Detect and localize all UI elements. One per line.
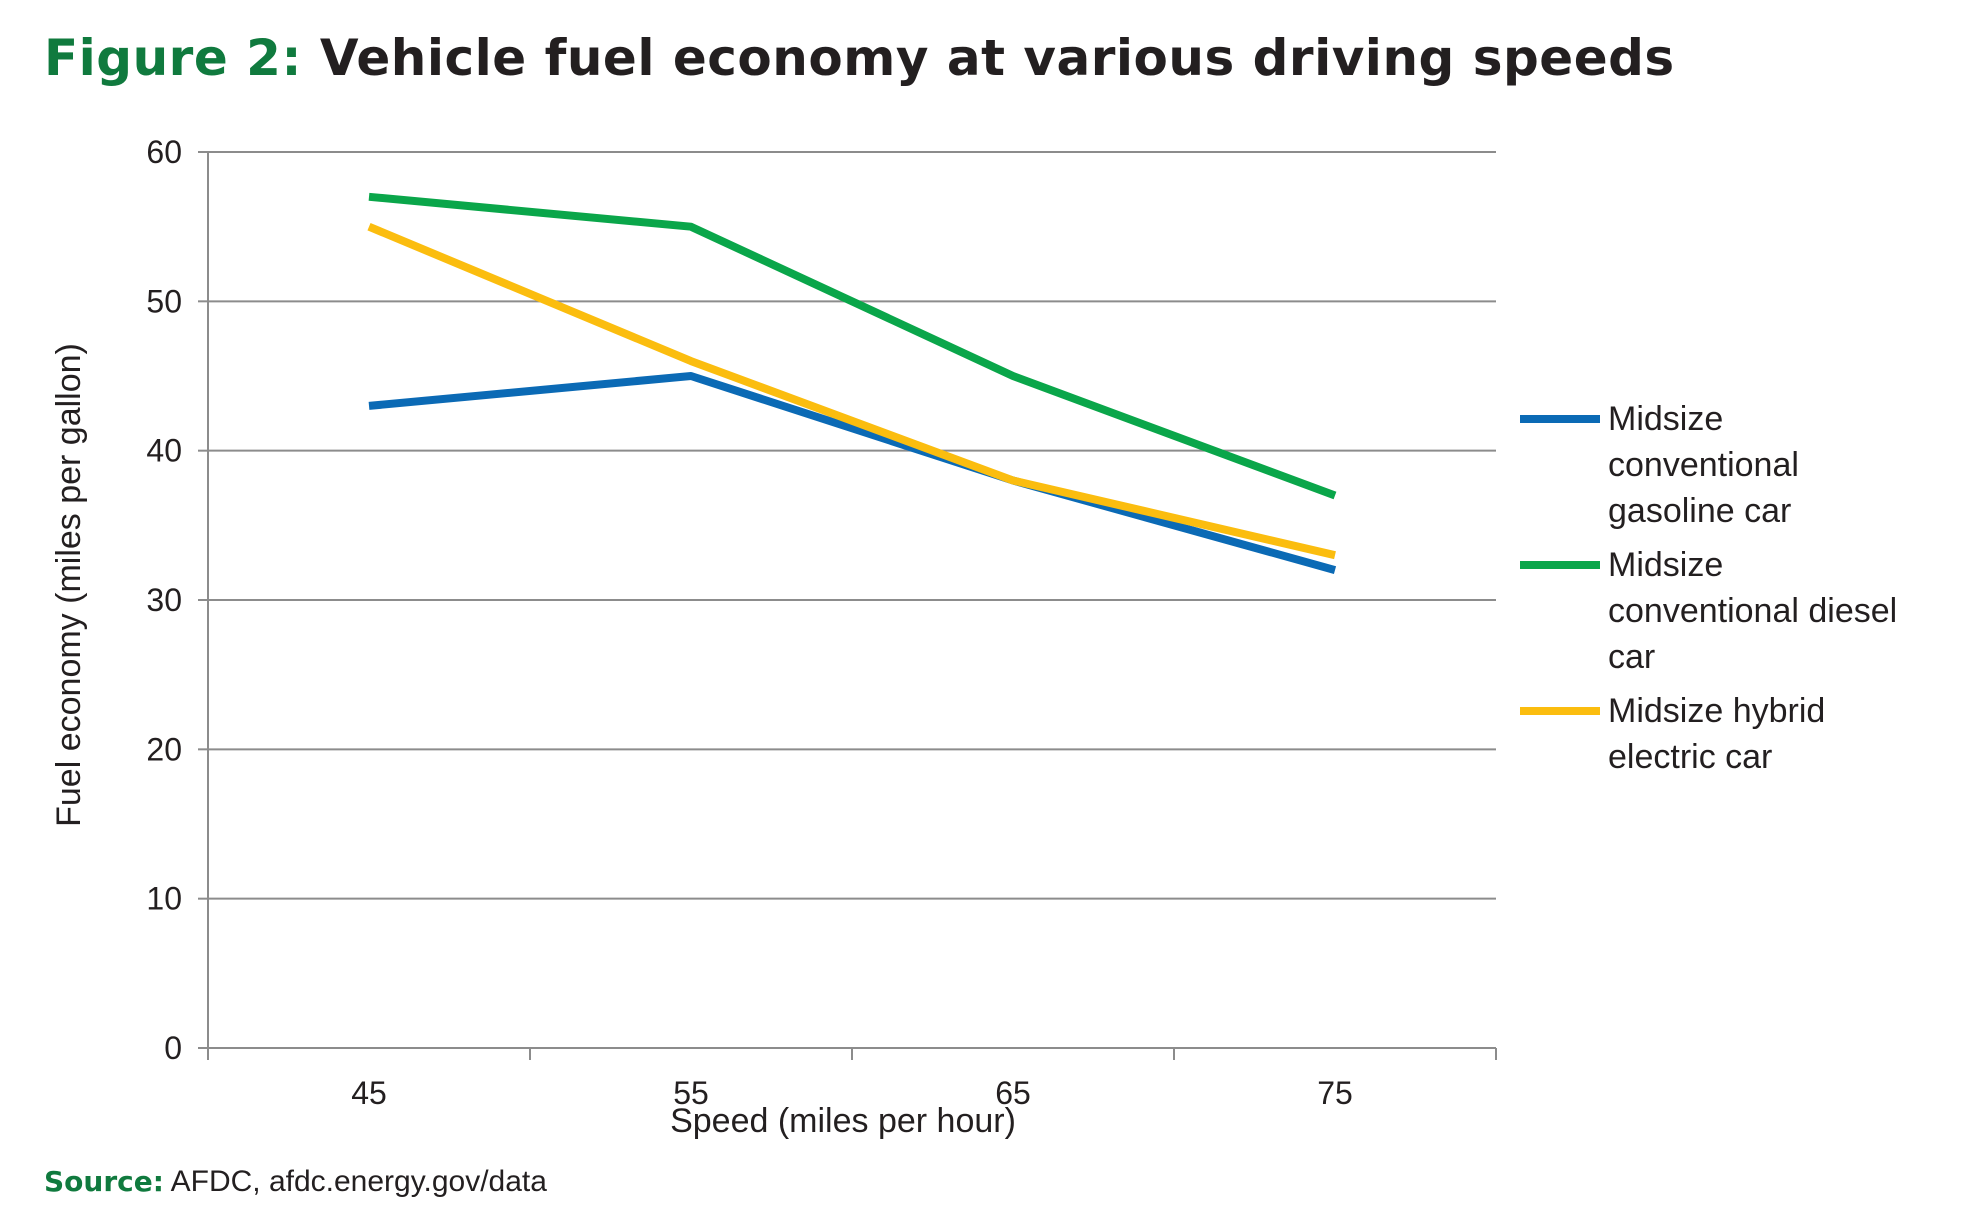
y-axis-title: Fuel economy (miles per gallon)	[50, 343, 88, 827]
x-tick-label-55: 55	[673, 1075, 709, 1111]
y-tick-labels: 0 10 20 30 40 50 60	[146, 134, 182, 1066]
legend-label-3: Midsize hybrid electric car	[1608, 692, 1825, 776]
legend-item-2: Midsize conventional diesel car	[1520, 546, 1897, 676]
x-tick-label-75: 75	[1317, 1075, 1353, 1111]
x-tick-label-65: 65	[995, 1075, 1031, 1111]
y-tick-label-60: 60	[146, 134, 182, 170]
figure-title: Figure 2: Vehicle fuel economy at variou…	[44, 22, 1675, 94]
series-line-3	[367, 223, 1336, 560]
x-axis-title: Speed (miles per hour)	[670, 1102, 1016, 1140]
legend-item-1: Midsize conventional gasoline car	[1520, 400, 1799, 530]
y-tick-label-30: 30	[146, 582, 182, 618]
series-line-2	[368, 192, 1337, 500]
gridlines	[208, 151, 1496, 900]
y-tick-label-40: 40	[146, 433, 182, 469]
figure-label: Figure 2:	[44, 29, 302, 87]
series-line-1	[368, 372, 1337, 574]
axes	[198, 151, 1497, 1060]
x-tick-label-45: 45	[351, 1075, 387, 1111]
legend-item-3: Midsize hybrid electric car	[1520, 692, 1825, 776]
x-tick-labels: 45 55 65 75	[351, 1075, 1353, 1111]
y-tick-label-0: 0	[164, 1030, 182, 1066]
source-note: Source: AFDC, afdc.energy.gov/data	[44, 1162, 547, 1202]
source-label: Source:	[44, 1165, 164, 1198]
y-tick-label-10: 10	[146, 881, 182, 917]
legend-label-1: Midsize conventional gasoline car	[1608, 400, 1799, 530]
legend-label-2: Midsize conventional diesel car	[1608, 546, 1897, 676]
figure-title-text: Vehicle fuel economy at various driving …	[319, 29, 1675, 87]
series-lines	[367, 192, 1337, 574]
y-tick-label-50: 50	[146, 283, 182, 319]
legend: Midsize conventional gasoline car Midsize co…	[1520, 400, 1897, 776]
y-tick-label-20: 20	[146, 731, 182, 767]
source-text: AFDC, afdc.energy.gov/data	[170, 1165, 547, 1198]
